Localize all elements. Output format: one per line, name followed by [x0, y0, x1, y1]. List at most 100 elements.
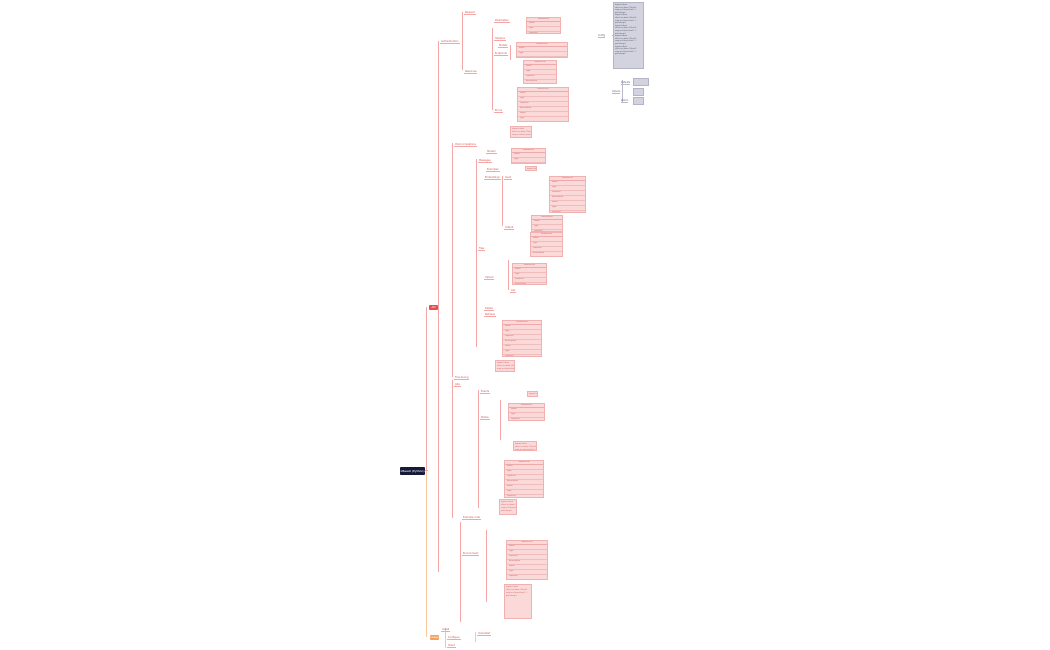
- code-line: client = xbee.Client(): [615, 48, 637, 51]
- mind-map-node[interactable]: Upload: [484, 276, 495, 280]
- table-row: description: [507, 560, 547, 565]
- branch-api[interactable]: API: [429, 305, 438, 310]
- parameter-table: Parameters name type required description: [512, 263, 547, 285]
- table-row: name: [531, 237, 562, 242]
- code-line: client = xbee.Client(): [497, 365, 515, 367]
- mind-map-node[interactable]: Request: [464, 11, 476, 15]
- mind-map-node[interactable]: Messages: [478, 159, 492, 163]
- table-row: type: [524, 70, 556, 75]
- code-example-box: import xbee client = xbee.Client() resp = …: [613, 2, 644, 69]
- mind-map-node[interactable]: Parameters: [494, 19, 510, 23]
- mind-map-node[interactable]: Fine-tuning: [454, 376, 470, 380]
- mind-map-node[interactable]: Embeddings: [484, 176, 501, 180]
- mind-map-node[interactable]: Environment: [462, 552, 480, 556]
- connector-line: [510, 45, 511, 60]
- table-header: Parameters: [507, 541, 547, 545]
- mind-map-node[interactable]: Output: [504, 226, 515, 230]
- mind-map-node[interactable]: List: [510, 289, 517, 293]
- mind-map-node[interactable]: Stream: [486, 150, 497, 154]
- mind-map-node[interactable]: Client: [447, 644, 456, 648]
- connector-line: [486, 530, 487, 602]
- table-row: required: [513, 278, 546, 283]
- table-row: name: [503, 325, 541, 330]
- table-row: name: [513, 268, 546, 273]
- mind-map-node[interactable]: Response: [464, 70, 478, 74]
- mind-map-node[interactable]: Install: [441, 628, 451, 632]
- table-header: Parameters: [527, 18, 560, 22]
- parameter-table: Parameters name type required: [526, 17, 561, 34]
- mind-map-node[interactable]: Authentication: [440, 40, 460, 44]
- mind-map-node[interactable]: Endpoints: [494, 52, 508, 56]
- mind-map-node[interactable]: Chat completions: [454, 143, 477, 147]
- connector-line: [426, 470, 427, 637]
- mind-map-node[interactable]: Models: [498, 44, 509, 48]
- mind-map-node[interactable]: Files: [478, 247, 486, 251]
- code-line: import xbee: [529, 393, 537, 395]
- grey-node[interactable]: Config: [598, 34, 606, 38]
- mind-map-node[interactable]: Errors: [494, 109, 504, 113]
- table-row: type: [527, 27, 560, 32]
- table-header: Parameters: [517, 43, 567, 47]
- branch-usage[interactable]: Usage: [430, 635, 439, 640]
- mind-map-node[interactable]: Examples: [486, 168, 500, 172]
- code-line: import xbee: [527, 168, 537, 170]
- grey-node[interactable]: Options: [612, 90, 621, 94]
- table-row: required: [517, 57, 567, 58]
- root-node[interactable]: xBeeAI (Python): [400, 467, 425, 475]
- connector-line: [425, 470, 428, 471]
- table-row: required: [512, 163, 545, 164]
- table-row: required: [509, 418, 544, 420]
- code-line: client = xbee.Client(): [506, 589, 528, 591]
- mind-map-node[interactable]: Events: [480, 390, 491, 394]
- table-header: Parameters: [513, 264, 546, 268]
- table-row: required: [524, 75, 556, 80]
- detail-box: [633, 88, 644, 96]
- mind-map-node[interactable]: Headers: [494, 37, 506, 41]
- code-line: client = xbee.Client(): [529, 396, 537, 397]
- grey-node[interactable]: Defaults: [621, 81, 631, 85]
- connector-line: [476, 159, 477, 347]
- mind-map-node[interactable]: Retrieve: [484, 313, 496, 317]
- code-line: client = xbee.Client(): [615, 27, 637, 30]
- code-line: resp = client.chat(...): [506, 592, 528, 594]
- code-line: import xbee: [615, 35, 628, 38]
- table-row: type: [507, 570, 547, 575]
- code-line: import xbee: [515, 443, 528, 445]
- table-row: name: [527, 22, 560, 27]
- mind-map-node[interactable]: Delete: [484, 307, 494, 311]
- mind-map-node[interactable]: Example code: [462, 516, 481, 520]
- table-header: Parameters: [518, 88, 568, 92]
- grey-node[interactable]: Return: [621, 99, 629, 103]
- table-row: type: [550, 186, 585, 191]
- table-row: type: [513, 273, 546, 278]
- table-row: required: [550, 191, 585, 196]
- code-line: print(resp): [501, 510, 512, 512]
- code-line: import xbee: [615, 45, 628, 48]
- table-row: required: [507, 555, 547, 560]
- code-line: client = xbee.Client(): [515, 446, 537, 448]
- mind-map-node[interactable]: Input: [504, 176, 513, 180]
- code-line: print(resp): [615, 42, 626, 45]
- mind-map-node[interactable]: Status: [480, 416, 490, 420]
- detail-box: [633, 97, 644, 105]
- table-row: type: [518, 97, 568, 102]
- table-row: required: [518, 102, 568, 107]
- mind-map-node[interactable]: Quickstart: [477, 632, 492, 636]
- table-row: type: [507, 550, 547, 555]
- parameter-table: Parameters name type required: [511, 148, 546, 164]
- table-header: Parameters: [503, 321, 541, 325]
- table-row: type: [532, 225, 562, 230]
- mind-map-node[interactable]: Configure: [447, 636, 461, 640]
- connector-line: [622, 80, 623, 102]
- table-row: name: [505, 485, 543, 490]
- table-row: name: [512, 153, 545, 158]
- code-line: print(resp): [512, 137, 523, 138]
- mind-map-node[interactable]: Jobs: [454, 383, 461, 387]
- table-row: name: [509, 408, 544, 413]
- table-row: description: [531, 252, 562, 256]
